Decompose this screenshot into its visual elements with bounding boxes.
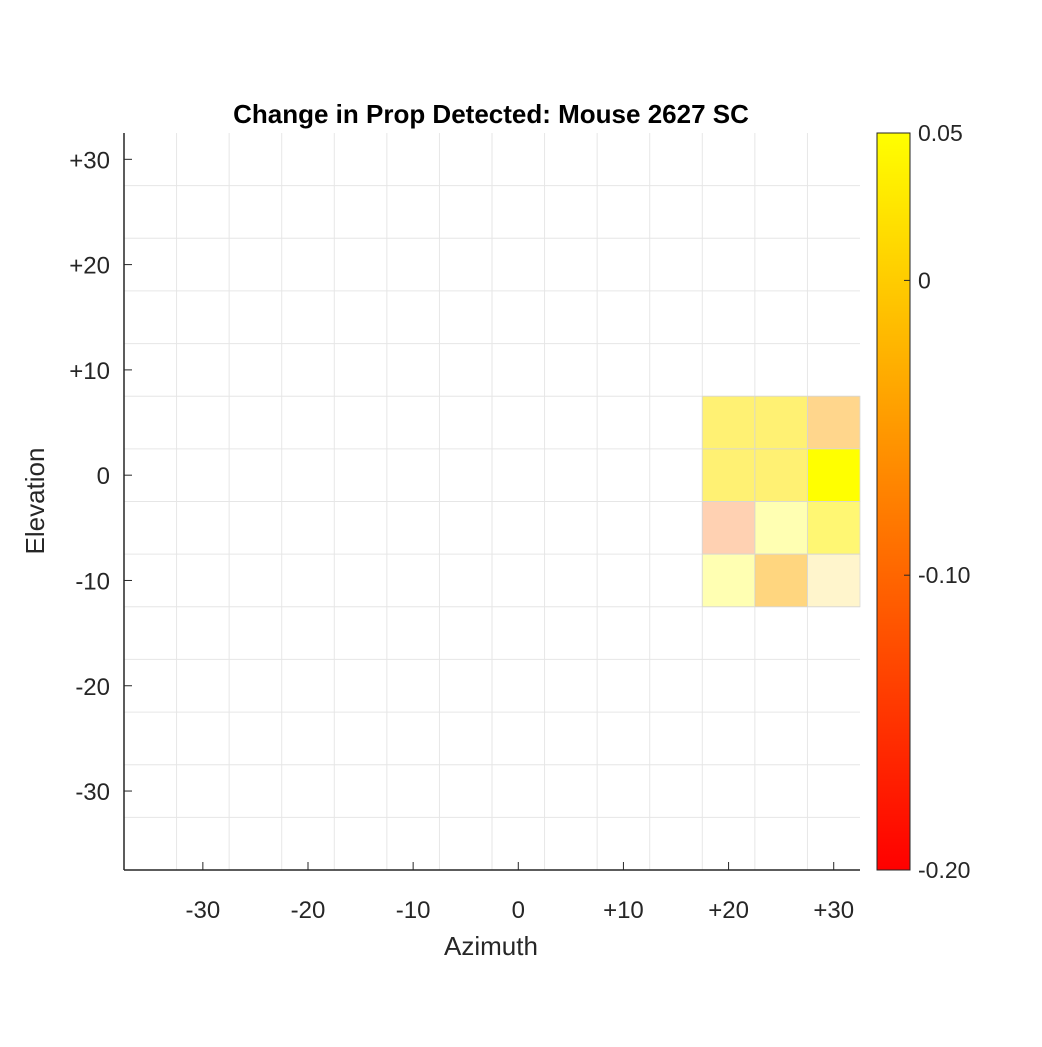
- heatmap-cell: [754, 553, 808, 608]
- y-tick-label: -30: [75, 779, 110, 806]
- heatmap-cell: [754, 448, 808, 502]
- x-tick-label: +30: [813, 897, 854, 924]
- colorbar-ticks: 0.05 0 -0.10 -0.20: [904, 120, 970, 883]
- colorbar: 0.05 0 -0.10 -0.20: [876, 120, 970, 883]
- heatmap-cell: [807, 448, 861, 502]
- x-tick-label: -20: [291, 897, 326, 924]
- heatmap-cell: [701, 553, 756, 608]
- heatmap-cell: [754, 501, 808, 555]
- y-tick-label: +30: [69, 147, 110, 174]
- x-tick-label: +20: [708, 897, 749, 924]
- chart-title: Change in Prop Detected: Mouse 2627 SC: [233, 99, 749, 129]
- y-tick-label: 0: [97, 463, 110, 490]
- heatmap-cell: [807, 395, 861, 450]
- heatmap-cell: [807, 553, 861, 608]
- y-tick-label: +20: [69, 253, 110, 280]
- heatmap-cell: [807, 501, 861, 555]
- x-tick-label: -30: [186, 897, 221, 924]
- x-axis-ticks: -30 -20 -10 0 +10 +20 +30: [186, 862, 854, 924]
- y-tick-label: -10: [75, 568, 110, 595]
- heatmap-cell: [701, 395, 756, 450]
- colorbar-gradient: [876, 132, 911, 871]
- colorbar-tick-label: 0.05: [918, 120, 963, 146]
- x-tick-label: 0: [512, 897, 525, 924]
- heatmap-cell: [754, 395, 808, 450]
- heatmap-cell: [701, 448, 756, 502]
- x-tick-label: +10: [603, 897, 644, 924]
- y-tick-label: -20: [75, 674, 110, 701]
- axes: [123, 133, 860, 871]
- x-tick-label: -10: [396, 897, 431, 924]
- y-axis-ticks: +30 +20 +10 0 -10 -20 -30: [69, 147, 132, 806]
- heatmap-cells: [701, 395, 861, 608]
- colorbar-tick-label: -0.10: [918, 562, 970, 588]
- heatmap-cell: [701, 501, 756, 555]
- y-axis-label: Elevation: [20, 448, 50, 555]
- colorbar-tick-label: -0.20: [918, 857, 970, 883]
- x-axis-label: Azimuth: [444, 931, 538, 961]
- colorbar-tick-label: 0: [918, 267, 931, 293]
- y-tick-label: +10: [69, 358, 110, 385]
